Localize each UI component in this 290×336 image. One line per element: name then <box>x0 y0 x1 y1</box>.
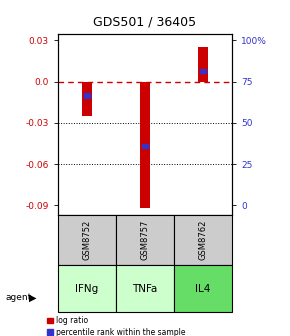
Bar <box>198 47 208 82</box>
Bar <box>82 82 92 116</box>
Text: IL4: IL4 <box>195 284 211 294</box>
Bar <box>58 215 116 265</box>
Bar <box>116 215 174 265</box>
Bar <box>174 265 232 312</box>
Bar <box>140 82 150 208</box>
Bar <box>174 215 232 265</box>
Text: TNFa: TNFa <box>132 284 158 294</box>
Text: ▶: ▶ <box>29 292 37 302</box>
Text: IFNg: IFNg <box>75 284 99 294</box>
Bar <box>84 93 90 97</box>
Text: agent: agent <box>6 293 32 302</box>
Bar <box>58 265 116 312</box>
Bar <box>116 265 174 312</box>
Legend: log ratio, percentile rank within the sample: log ratio, percentile rank within the sa… <box>47 316 186 336</box>
Text: GSM8757: GSM8757 <box>140 220 150 260</box>
Bar <box>142 144 148 149</box>
Bar <box>200 69 206 73</box>
Text: GSM8762: GSM8762 <box>198 220 208 260</box>
Text: GSM8752: GSM8752 <box>82 220 92 260</box>
Text: GDS501 / 36405: GDS501 / 36405 <box>93 15 197 28</box>
